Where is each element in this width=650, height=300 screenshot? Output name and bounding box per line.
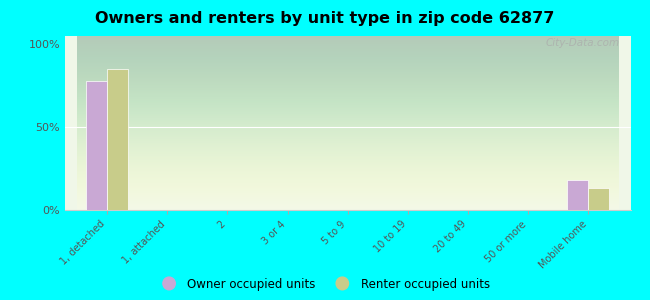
Text: Owners and renters by unit type in zip code 62877: Owners and renters by unit type in zip c… [96,11,554,26]
Text: City-Data.com: City-Data.com [545,38,619,48]
Bar [107,69,128,210]
Legend: Owner occupied units, Renter occupied units: Owner occupied units, Renter occupied un… [161,278,489,291]
Bar [567,180,588,210]
Bar [86,81,107,210]
Bar [588,188,610,210]
